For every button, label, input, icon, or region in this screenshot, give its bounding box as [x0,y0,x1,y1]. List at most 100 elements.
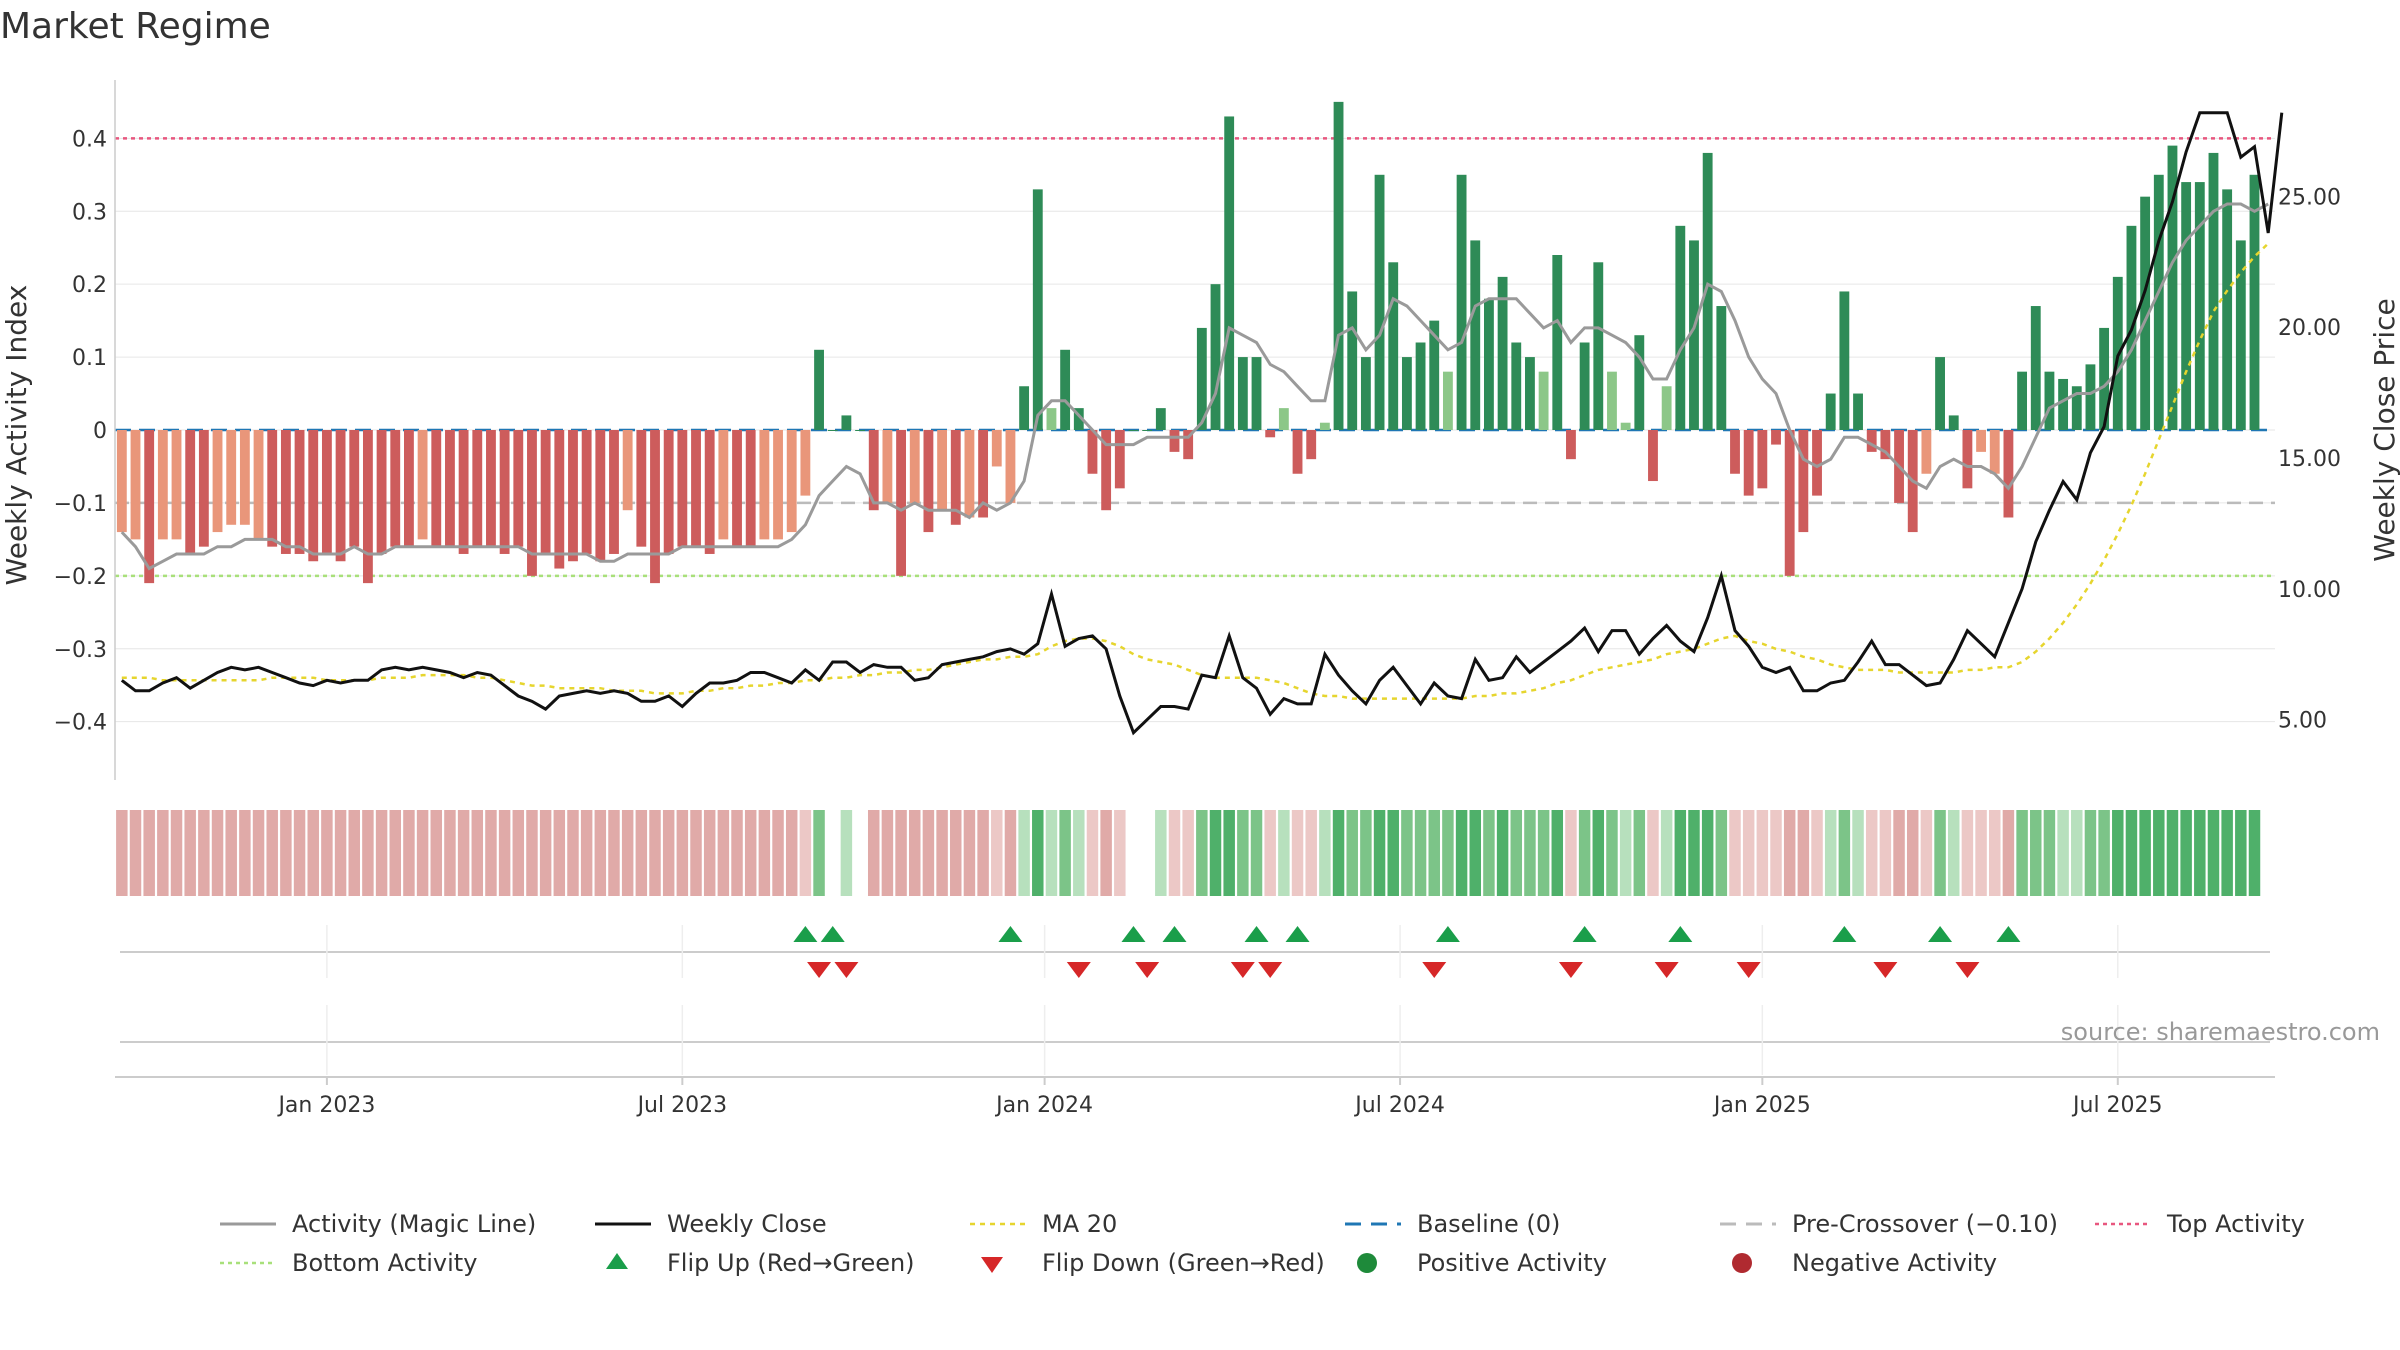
activity-bar [1798,430,1809,533]
activity-bar [1989,430,2000,474]
activity-bar [2099,327,2110,430]
regime-cell [1032,810,1044,896]
regime-cell [1742,810,1755,896]
activity-bar [171,430,182,540]
regime-cell [1483,810,1495,896]
regime-cell [1989,810,2001,896]
activity-bar [2194,182,2205,430]
activity-bar [1442,371,1453,430]
regime-cell [1073,810,1085,896]
activity-bar [1237,357,1248,430]
regime-cell [717,810,730,896]
activity-bar [964,430,975,518]
flip-up-marker [1435,926,1460,942]
flip-down-marker [1654,962,1679,978]
activity-bar [335,430,346,562]
axes: 0.4 0.3 0.2 0.1 0 −0.1 −0.2 −0.3 −0.4 25.00 20.00 1… [54,80,2341,780]
activity-bar [308,430,319,562]
activity-bar [554,430,565,569]
activity-bar [1087,430,1098,474]
legend-swatch-flip-down [981,1257,1003,1273]
regime-cell [2207,810,2220,896]
regime-cell [867,810,880,896]
regime-cell [1045,810,1058,896]
activity-bar [1101,430,1112,511]
regime-cell [157,810,169,896]
regime-cell [1141,810,1153,896]
activity-bar [2167,145,2178,430]
activity-bar [1169,430,1180,452]
legend: Activity (Magic Line) Weekly Close MA 20 Ba… [220,1210,2305,1277]
activity-bar [691,430,701,547]
regime-cell [1783,810,1796,896]
y2-tick-label: 25.00 [2278,185,2341,210]
regime-cell [1524,810,1536,896]
activity-bar [1224,116,1235,430]
regime-cell [1305,810,1317,896]
regime-cell [252,810,265,896]
activity-bar [349,430,360,547]
legend-label: Weekly Close [667,1210,827,1238]
flip-down-marker [1422,962,1447,978]
regime-cell [430,810,443,896]
legend-label: Top Activity [2166,1210,2305,1238]
activity-bar [2058,378,2069,430]
activity-bar [1388,262,1399,430]
activity-bar [1880,430,1891,460]
regime-cell [963,810,976,896]
activity-bar [1921,430,1932,474]
regime-cell [936,810,948,896]
regime-cell [1114,810,1126,896]
legend-label: Pre-Crossover (−0.10) [1792,1210,2058,1238]
activity-bar [1935,357,1945,430]
regime-cell [1537,810,1550,896]
y-tick-label: −0.3 [54,638,107,663]
activity-bar [1648,430,1658,482]
magic-line [120,202,2269,571]
regime-cell [553,810,566,896]
regime-cell [512,810,525,896]
regime-cell [1469,810,1481,896]
y-axis-label: Weekly Activity Index [0,285,33,586]
regime-cell [403,810,415,896]
activity-bar [1210,284,1221,430]
y-tick-label: −0.2 [54,565,107,590]
regime-cell [2002,810,2015,896]
regime-cell [772,810,784,896]
activity-bar [1319,422,1330,430]
activity-bar [1333,101,1344,430]
y-tick-label: 0.4 [72,127,107,152]
regime-cell [1442,810,1454,896]
flip-up-marker [820,926,845,942]
y2-tick-label: 10.00 [2278,578,2341,603]
regime-cell [1455,810,1468,896]
regime-cell [2166,810,2179,896]
legend-label: Flip Up (Red→Green) [667,1249,915,1277]
regime-cell [1291,810,1304,896]
activity-bar [1812,430,1822,496]
activity-bar [1634,335,1645,430]
regime-cell [2153,810,2165,896]
activity-bar [800,430,811,496]
y-tick-label: 0.2 [72,273,107,298]
legend-swatch-negative [1732,1253,1752,1273]
regime-cell [526,810,538,896]
regime-cell [1250,810,1263,896]
regime-cell [321,810,333,896]
activity-bar [212,430,223,533]
activity-bar [2003,430,2014,518]
activity-bar [1771,430,1781,445]
activity-bar [841,415,852,430]
activity-bar [1716,306,1727,430]
ma20-line [121,242,2270,700]
regime-cell [826,810,839,896]
regime-cell [703,810,716,896]
activity-bar [1962,430,1973,489]
regime-cell [416,810,429,896]
activity-bar [1784,430,1795,576]
activity-bar [704,430,715,554]
regime-cell [690,810,702,896]
activity-bar [923,430,934,533]
activity-bar [622,430,633,511]
